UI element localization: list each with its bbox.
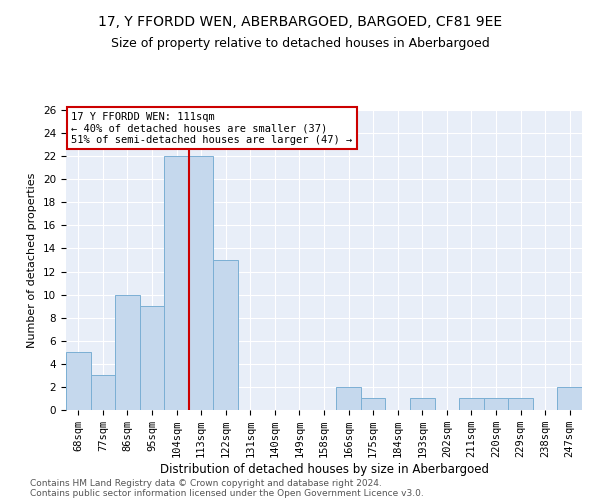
Bar [66, 352, 91, 410]
Text: 17, Y FFORDD WEN, ABERBARGOED, BARGOED, CF81 9EE: 17, Y FFORDD WEN, ABERBARGOED, BARGOED, … [98, 15, 502, 29]
Bar [189, 156, 214, 410]
Bar [336, 387, 361, 410]
Bar [484, 398, 508, 410]
Bar [459, 398, 484, 410]
Bar [164, 156, 189, 410]
Bar [214, 260, 238, 410]
Bar [557, 387, 582, 410]
Bar [115, 294, 140, 410]
Text: Contains HM Land Registry data © Crown copyright and database right 2024.: Contains HM Land Registry data © Crown c… [30, 478, 382, 488]
X-axis label: Distribution of detached houses by size in Aberbargoed: Distribution of detached houses by size … [160, 463, 488, 476]
Bar [508, 398, 533, 410]
Text: 17 Y FFORDD WEN: 111sqm
← 40% of detached houses are smaller (37)
51% of semi-de: 17 Y FFORDD WEN: 111sqm ← 40% of detache… [71, 112, 352, 144]
Bar [361, 398, 385, 410]
Bar [140, 306, 164, 410]
Text: Contains public sector information licensed under the Open Government Licence v3: Contains public sector information licen… [30, 488, 424, 498]
Text: Size of property relative to detached houses in Aberbargoed: Size of property relative to detached ho… [110, 38, 490, 51]
Bar [410, 398, 434, 410]
Bar [91, 376, 115, 410]
Y-axis label: Number of detached properties: Number of detached properties [28, 172, 37, 348]
